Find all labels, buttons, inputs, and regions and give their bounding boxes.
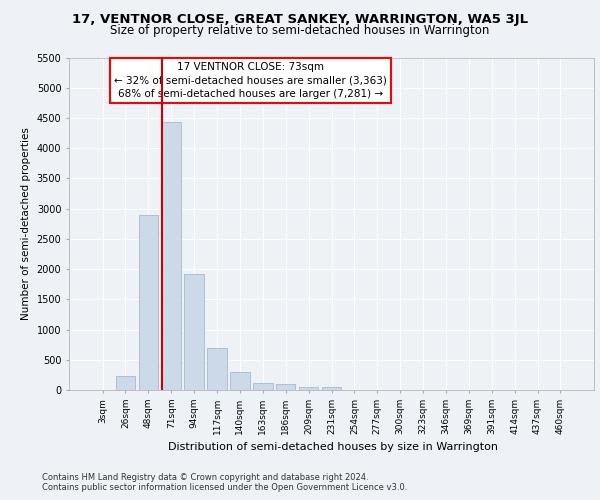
Text: 17, VENTNOR CLOSE, GREAT SANKEY, WARRINGTON, WA5 3JL: 17, VENTNOR CLOSE, GREAT SANKEY, WARRING…	[72, 12, 528, 26]
Bar	[253, 384, 272, 390]
Bar	[322, 386, 341, 390]
Bar	[139, 214, 158, 390]
Text: Contains public sector information licensed under the Open Government Licence v3: Contains public sector information licen…	[42, 484, 407, 492]
Text: 17 VENTNOR CLOSE: 73sqm
← 32% of semi-detached houses are smaller (3,363)
68% of: 17 VENTNOR CLOSE: 73sqm ← 32% of semi-de…	[113, 62, 386, 99]
Bar	[230, 372, 250, 390]
Bar	[161, 122, 181, 390]
Text: Distribution of semi-detached houses by size in Warrington: Distribution of semi-detached houses by …	[168, 442, 498, 452]
Bar	[116, 376, 135, 390]
Text: Contains HM Land Registry data © Crown copyright and database right 2024.: Contains HM Land Registry data © Crown c…	[42, 472, 368, 482]
Text: Size of property relative to semi-detached houses in Warrington: Size of property relative to semi-detach…	[110, 24, 490, 37]
Bar	[299, 386, 319, 390]
Bar	[276, 384, 295, 390]
Y-axis label: Number of semi-detached properties: Number of semi-detached properties	[21, 128, 31, 320]
Bar	[184, 274, 204, 390]
Bar	[208, 348, 227, 390]
